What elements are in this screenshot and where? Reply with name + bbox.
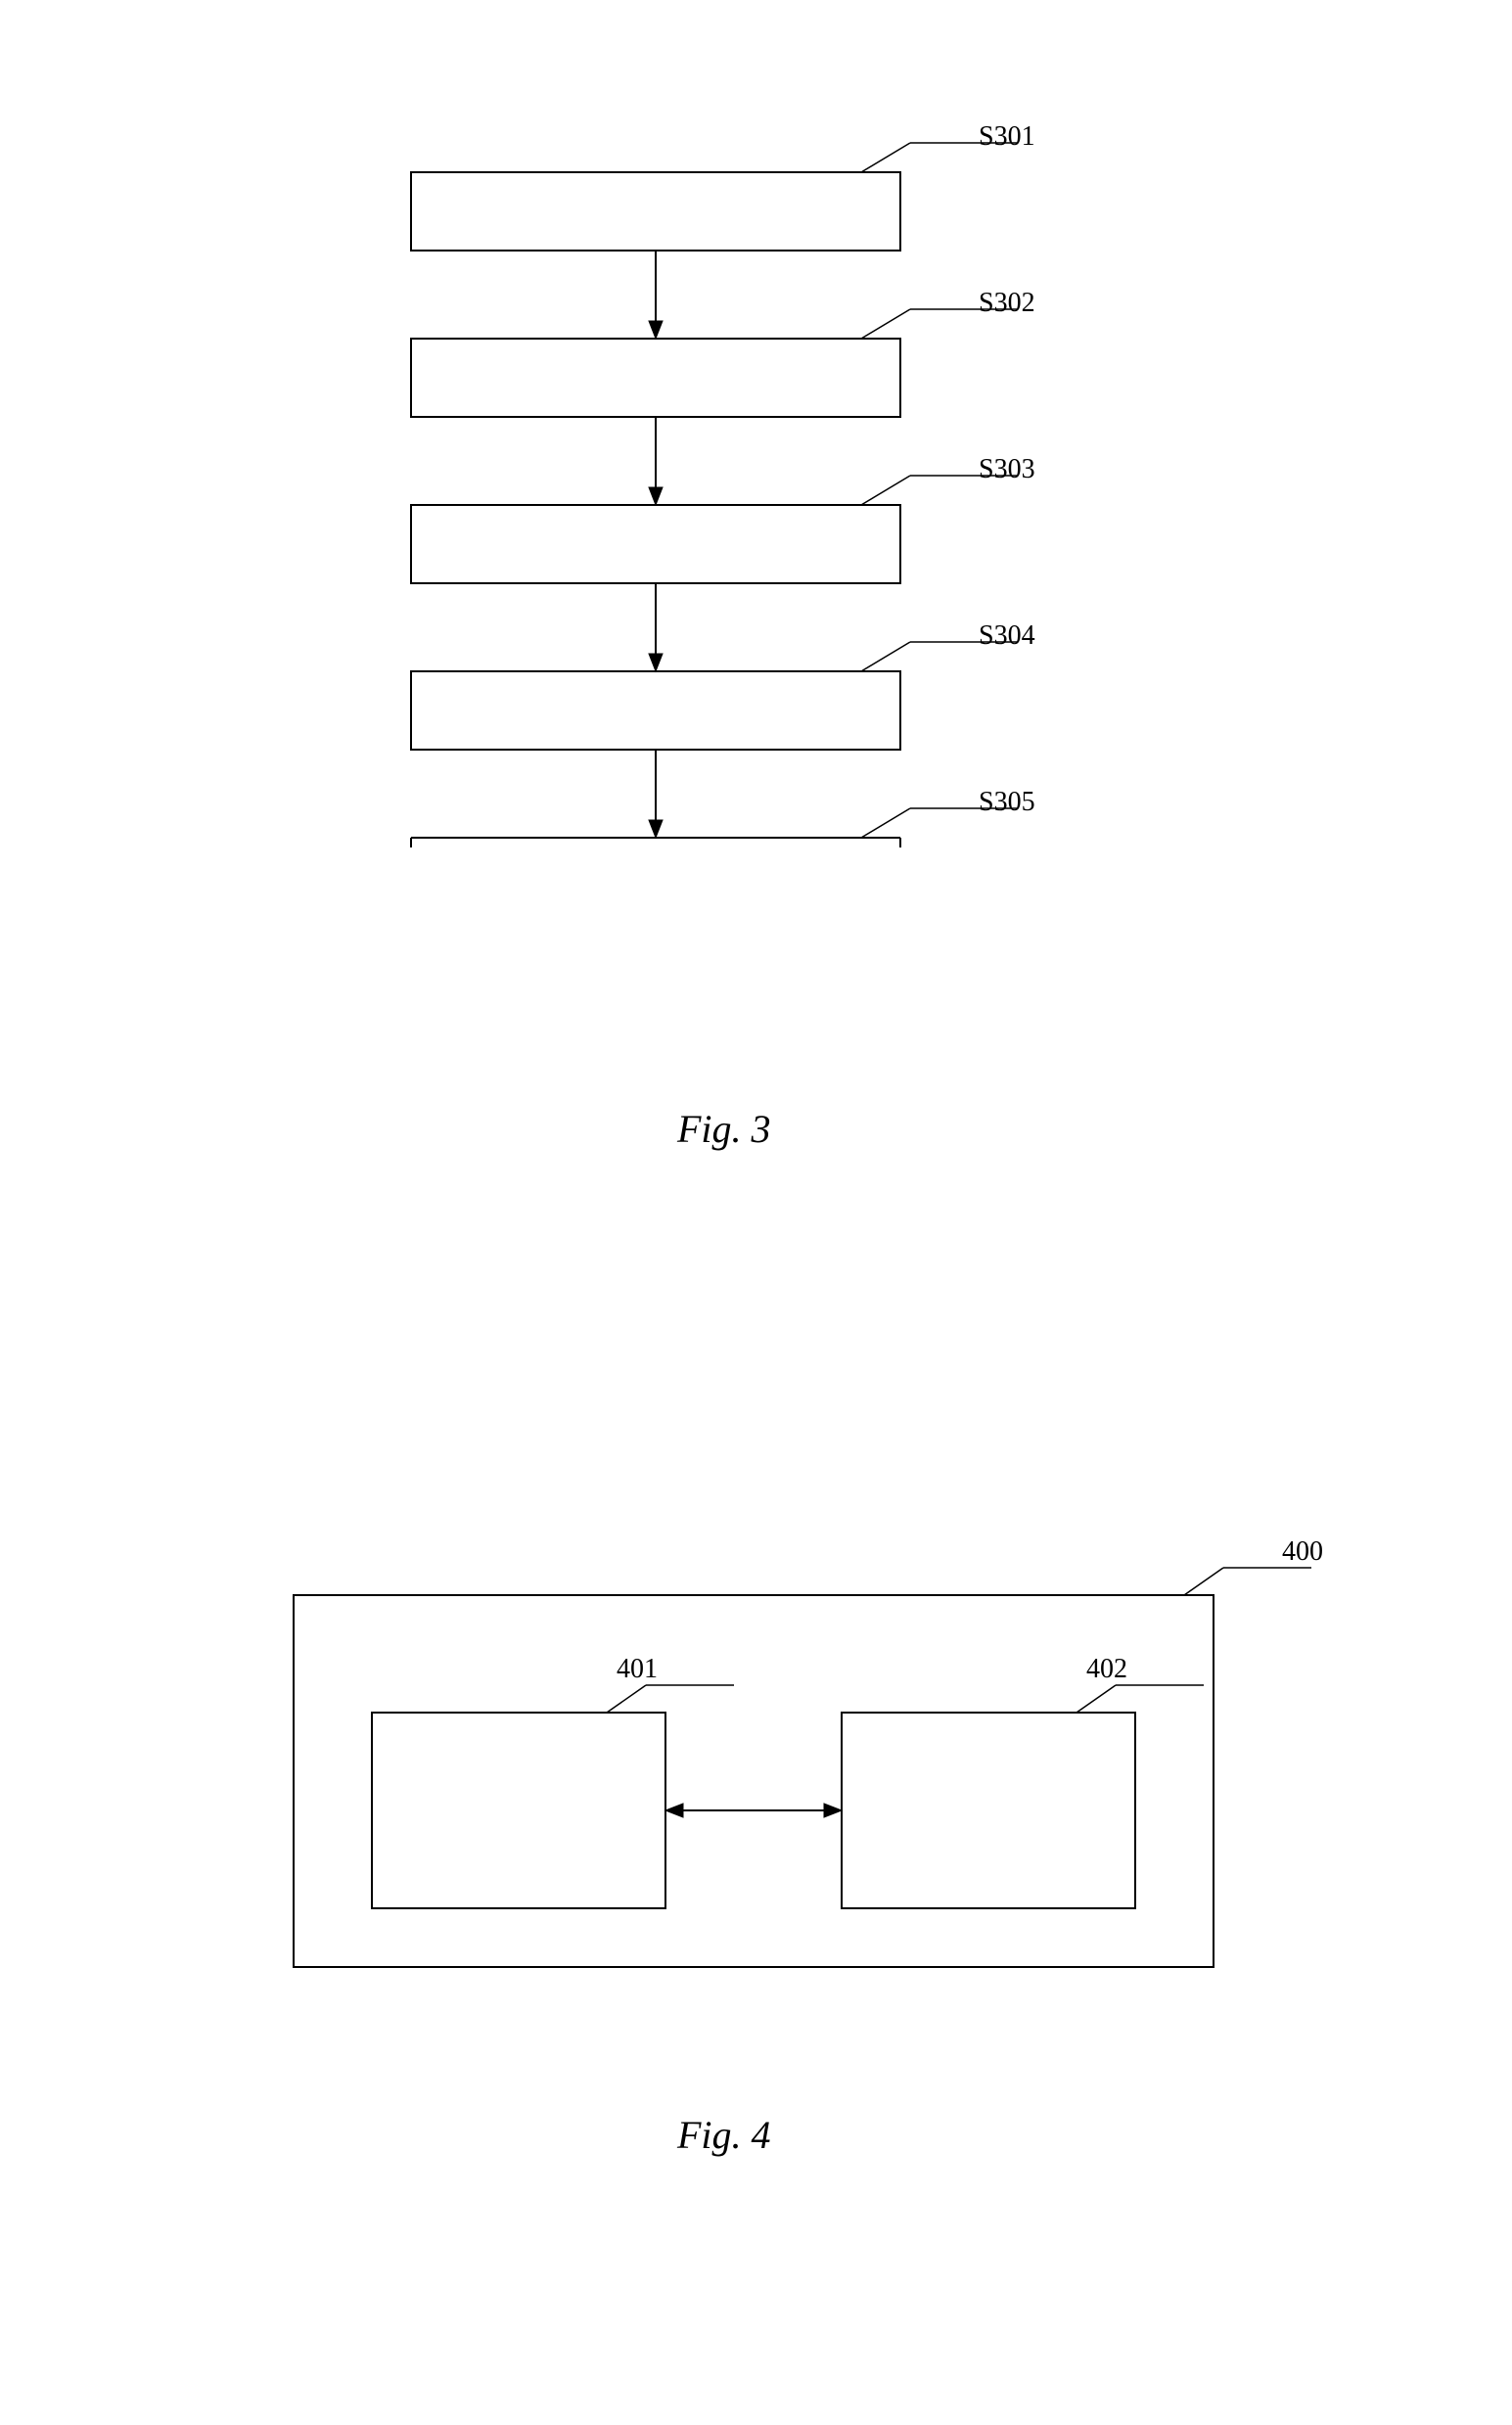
node-label-b400: 400 bbox=[1282, 1536, 1323, 1567]
node-label-n4: S304 bbox=[979, 620, 1035, 651]
node-label-n3: S303 bbox=[979, 454, 1035, 484]
figure-3-caption: Fig. 3 bbox=[677, 1106, 771, 1152]
node-label-b402: 402 bbox=[1086, 1654, 1127, 1684]
node-label-n5: S305 bbox=[979, 787, 1035, 817]
node-label-b401: 401 bbox=[617, 1654, 658, 1684]
figure-3-flowchart: S301 S302 S303 S304 S305 bbox=[0, 0, 1512, 979]
figure-4-block-diagram: 400 401 402 bbox=[0, 1468, 1512, 2104]
figure-4-caption: Fig. 4 bbox=[677, 2112, 771, 2158]
node-label-n1: S301 bbox=[979, 121, 1035, 152]
node-label-n2: S302 bbox=[979, 288, 1035, 318]
